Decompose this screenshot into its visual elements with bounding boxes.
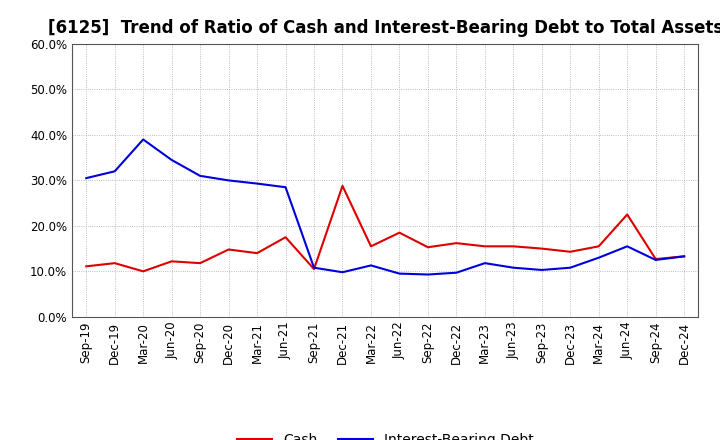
Cash xyxy=(423,245,432,250)
Cash xyxy=(595,244,603,249)
Cash xyxy=(566,249,575,254)
Cash xyxy=(196,260,204,266)
Interest-Bearing Debt xyxy=(82,176,91,181)
Interest-Bearing Debt xyxy=(139,137,148,142)
Interest-Bearing Debt xyxy=(566,265,575,270)
Cash xyxy=(282,235,290,240)
Legend: Cash, Interest-Bearing Debt: Cash, Interest-Bearing Debt xyxy=(231,427,539,440)
Cash xyxy=(139,269,148,274)
Cash xyxy=(395,230,404,235)
Interest-Bearing Debt xyxy=(537,268,546,273)
Interest-Bearing Debt xyxy=(310,265,318,270)
Interest-Bearing Debt xyxy=(623,244,631,249)
Title: [6125]  Trend of Ratio of Cash and Interest-Bearing Debt to Total Assets: [6125] Trend of Ratio of Cash and Intere… xyxy=(48,19,720,37)
Cash xyxy=(167,259,176,264)
Interest-Bearing Debt xyxy=(167,158,176,163)
Interest-Bearing Debt xyxy=(338,270,347,275)
Interest-Bearing Debt xyxy=(395,271,404,276)
Interest-Bearing Debt xyxy=(680,254,688,259)
Cash xyxy=(509,244,518,249)
Cash xyxy=(652,257,660,262)
Cash xyxy=(537,246,546,251)
Line: Cash: Cash xyxy=(86,186,684,271)
Interest-Bearing Debt xyxy=(225,178,233,183)
Cash xyxy=(480,244,489,249)
Interest-Bearing Debt xyxy=(282,185,290,190)
Interest-Bearing Debt xyxy=(110,169,119,174)
Line: Interest-Bearing Debt: Interest-Bearing Debt xyxy=(86,139,684,275)
Interest-Bearing Debt xyxy=(509,265,518,270)
Interest-Bearing Debt xyxy=(452,270,461,275)
Interest-Bearing Debt xyxy=(480,260,489,266)
Interest-Bearing Debt xyxy=(423,272,432,277)
Cash xyxy=(253,250,261,256)
Interest-Bearing Debt xyxy=(253,181,261,186)
Cash xyxy=(338,183,347,188)
Cash xyxy=(225,247,233,252)
Interest-Bearing Debt xyxy=(595,255,603,260)
Interest-Bearing Debt xyxy=(196,173,204,179)
Cash xyxy=(366,244,375,249)
Cash xyxy=(680,254,688,259)
Cash xyxy=(623,212,631,217)
Cash xyxy=(310,266,318,271)
Cash xyxy=(452,241,461,246)
Cash xyxy=(110,260,119,266)
Cash xyxy=(82,264,91,269)
Interest-Bearing Debt xyxy=(366,263,375,268)
Interest-Bearing Debt xyxy=(652,257,660,263)
